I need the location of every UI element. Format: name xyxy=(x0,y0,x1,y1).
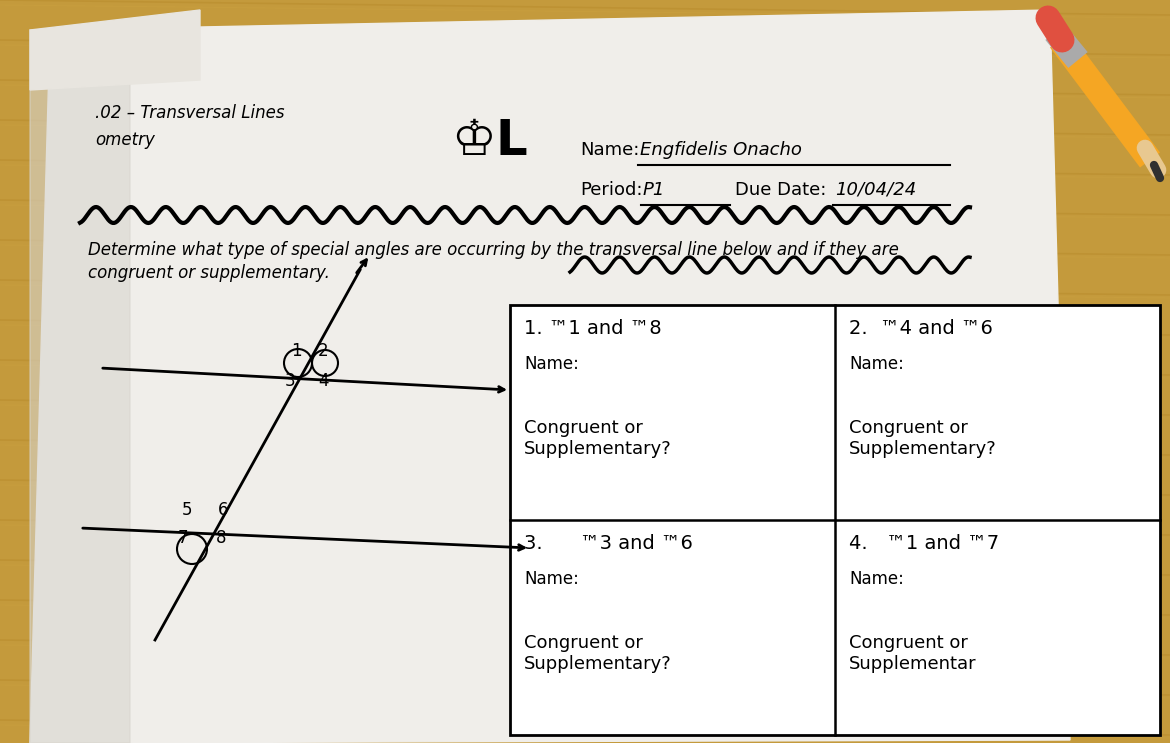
Text: 4: 4 xyxy=(318,372,329,390)
Text: Determine what type of special angles are occurring by the transversal line belo: Determine what type of special angles ar… xyxy=(88,241,899,259)
Bar xyxy=(510,305,1159,735)
Text: 6: 6 xyxy=(218,501,228,519)
Text: Congruent or
Supplementary?: Congruent or Supplementary? xyxy=(524,634,672,673)
Text: .02 – Transversal Lines: .02 – Transversal Lines xyxy=(95,104,284,122)
Text: ometry: ometry xyxy=(95,131,154,149)
Text: 3: 3 xyxy=(285,372,296,390)
Text: ♔L: ♔L xyxy=(452,117,529,165)
Text: Name:: Name: xyxy=(849,570,904,588)
Text: 7: 7 xyxy=(178,529,188,547)
Polygon shape xyxy=(30,10,1071,743)
Polygon shape xyxy=(30,10,200,90)
Text: 10/04/24: 10/04/24 xyxy=(835,181,916,199)
Text: P1: P1 xyxy=(644,181,666,199)
Text: Period:: Period: xyxy=(580,181,642,199)
Text: 4.   ™1 and ™7: 4. ™1 and ™7 xyxy=(849,534,999,553)
Text: Name:: Name: xyxy=(524,355,579,373)
Text: congruent or supplementary.: congruent or supplementary. xyxy=(88,264,330,282)
Text: 5: 5 xyxy=(183,501,193,519)
Text: Congruent or
Supplementar: Congruent or Supplementar xyxy=(849,634,977,673)
Text: Name:: Name: xyxy=(524,570,579,588)
Text: Name:: Name: xyxy=(849,355,904,373)
Text: 3.      ™3 and ™6: 3. ™3 and ™6 xyxy=(524,534,693,553)
Text: 8: 8 xyxy=(216,529,227,547)
Text: Congruent or
Supplementary?: Congruent or Supplementary? xyxy=(524,419,672,458)
Text: 2: 2 xyxy=(318,342,329,360)
Text: 1. ™1 and ™8: 1. ™1 and ™8 xyxy=(524,319,661,338)
Text: Engfidelis Onacho: Engfidelis Onacho xyxy=(640,141,801,159)
Text: Name:: Name: xyxy=(580,141,639,159)
Text: 2.  ™4 and ™6: 2. ™4 and ™6 xyxy=(849,319,993,338)
Text: Congruent or
Supplementary?: Congruent or Supplementary? xyxy=(849,419,997,458)
Text: 1: 1 xyxy=(291,342,302,360)
Polygon shape xyxy=(30,25,130,743)
Text: Due Date:: Due Date: xyxy=(735,181,826,199)
